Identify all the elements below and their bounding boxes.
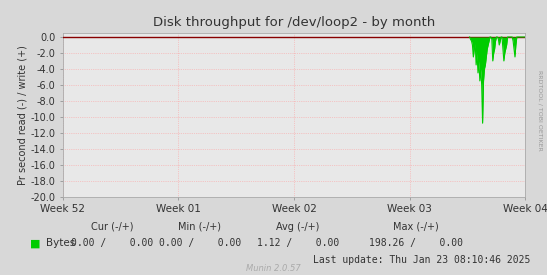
Text: RRDTOOL / TOBI OETIKER: RRDTOOL / TOBI OETIKER — [538, 70, 543, 150]
Text: Min (-/+): Min (-/+) — [178, 222, 221, 232]
Text: Cur (-/+): Cur (-/+) — [91, 222, 133, 232]
Text: 198.26 /    0.00: 198.26 / 0.00 — [369, 238, 463, 248]
Y-axis label: Pr second read (-) / write (+): Pr second read (-) / write (+) — [18, 45, 27, 185]
Text: Max (-/+): Max (-/+) — [393, 222, 439, 232]
Text: Avg (-/+): Avg (-/+) — [276, 222, 320, 232]
Text: Bytes: Bytes — [46, 238, 75, 248]
Text: 0.00 /    0.00: 0.00 / 0.00 — [159, 238, 241, 248]
Text: ■: ■ — [30, 238, 40, 248]
Text: Munin 2.0.57: Munin 2.0.57 — [246, 264, 301, 273]
Text: 0.00 /    0.00: 0.00 / 0.00 — [71, 238, 153, 248]
Text: 1.12 /    0.00: 1.12 / 0.00 — [257, 238, 339, 248]
Title: Disk throughput for /dev/loop2 - by month: Disk throughput for /dev/loop2 - by mont… — [153, 16, 435, 29]
Text: Last update: Thu Jan 23 08:10:46 2025: Last update: Thu Jan 23 08:10:46 2025 — [313, 255, 531, 265]
